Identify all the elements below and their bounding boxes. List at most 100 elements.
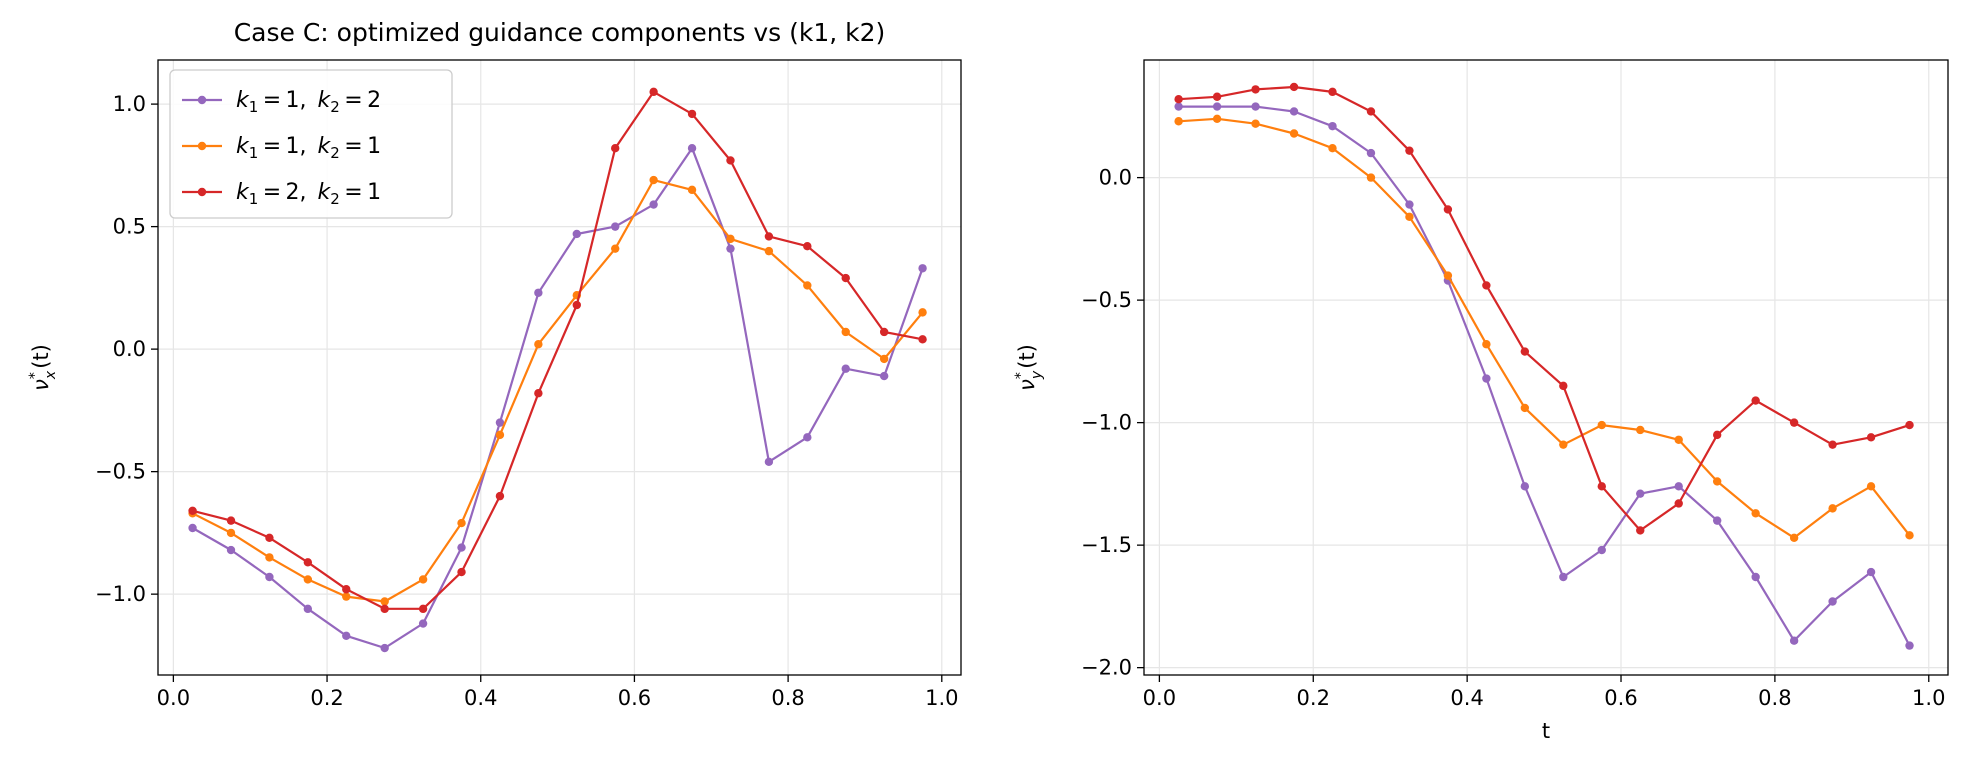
- vx-series-1-point: [265, 553, 274, 562]
- vy-series-1-point: [1905, 531, 1914, 540]
- vy-y-tick-label: 0.0: [1099, 166, 1132, 190]
- vx-series-0-point: [226, 545, 236, 555]
- vy-series-1-point: [1636, 425, 1645, 435]
- vx-series-1-point: [303, 575, 313, 584]
- vx-series-1-point: [457, 518, 466, 528]
- vy-y-tick-label: −1.0: [1081, 411, 1132, 435]
- vy-series-0-point: [1520, 482, 1530, 491]
- vy-x-tick-label: 0.8: [1758, 686, 1791, 710]
- vy-y-tick-label: −0.5: [1081, 288, 1132, 312]
- vy-series-0-point: [1636, 489, 1645, 498]
- vy-series-0-point: [1559, 572, 1568, 582]
- vy-x-tick-label: 0.4: [1450, 686, 1483, 710]
- vx-series-1-point: [879, 354, 889, 364]
- vy-series-1-point: [1674, 435, 1683, 444]
- vy-y-tick-label: −2.0: [1081, 656, 1132, 680]
- vx-series-0-point: [649, 200, 658, 209]
- vx-series-2-point: [764, 232, 774, 241]
- vy-series-2-point: [1212, 92, 1222, 101]
- vx-series-1-point: [495, 430, 505, 440]
- vx-x-tick-label: 0.2: [310, 686, 343, 710]
- vy-x-tick-label: 0.0: [1143, 686, 1176, 710]
- vx-y-tick-label: 0.0: [113, 337, 146, 361]
- vx-y-tick-label: 0.5: [113, 215, 146, 239]
- vy-series-1-point: [1520, 403, 1530, 413]
- legend-box: [169, 69, 453, 219]
- vx-series-2-point: [342, 585, 351, 594]
- vx-series-1-point: [342, 592, 351, 601]
- vy-series-2-point: [1289, 82, 1299, 92]
- vy-series-2-point: [1866, 433, 1876, 442]
- vx-y-axis-label-arg: (t): [29, 344, 53, 369]
- legend: k1 = 1, k2 = 2 k1 = 1, k2 = 1 k1 = 2, k2 =…: [169, 69, 453, 219]
- vy-y-axis-label-base: ν: [1015, 379, 1039, 391]
- vx-series-1: [188, 175, 927, 606]
- vx-series-2-point: [188, 506, 197, 516]
- vy-series-lines: [1174, 82, 1914, 650]
- vx-x-tick-label: 0.0: [157, 686, 190, 710]
- vy-ticks: 0.0 0.2 0.4 0.6 0.8 1.0 −2.0 −1.5 −1.0 −0.5 0.0: [1081, 166, 1945, 710]
- vy-x-tick-label: 1.0: [1912, 686, 1945, 710]
- vy-chart: 0.0 0.2 0.4 0.6 0.8 1.0−2.0−1.5−1.0−0.50.0 t …: [1013, 59, 1949, 743]
- vy-series-1-point: [1443, 271, 1453, 280]
- vx-y-tick-label: 1.0: [113, 92, 146, 116]
- vy-x-axis-label: t: [1542, 719, 1550, 743]
- vx-series-2-point: [726, 156, 735, 165]
- vx-series-1-point: [764, 246, 774, 256]
- vx-series-0-point: [687, 144, 697, 153]
- vx-series-0-point: [418, 619, 428, 628]
- vx-series-lines: [188, 87, 927, 653]
- vy-series-0-point: [1174, 102, 1183, 111]
- vx-series-0-point: [841, 364, 850, 373]
- vy-series-2-point: [1828, 440, 1837, 449]
- vx-series-2-point: [265, 533, 274, 542]
- vx-series-2-point: [649, 87, 658, 97]
- vx-series-1-point: [534, 340, 543, 349]
- vx-x-tick-label: 0.4: [464, 686, 497, 710]
- vx-series-0-point: [918, 264, 927, 273]
- vx-series-0-point: [726, 244, 735, 253]
- vx-series-2-point: [418, 604, 428, 614]
- vy-series-2-point: [1251, 85, 1260, 94]
- vx-series-2-point: [534, 389, 543, 398]
- vy-series-2-point: [1559, 381, 1568, 391]
- vy-series-0-point: [1674, 482, 1683, 491]
- vy-series-1-point: [1828, 504, 1837, 513]
- vy-series-2-point: [1366, 107, 1376, 116]
- vy-series-0-point: [1866, 567, 1876, 577]
- vy-axes-frame: [1143, 59, 1949, 676]
- vx-series-2-point: [226, 516, 236, 525]
- vx-chart: 0.0 0.2 0.4 0.6 0.8 1.0 −1.0 −0.5 0.0 0.5 1.0 Case…: [27, 18, 962, 710]
- legend-label-1: k1 = 1, k2 = 1: [236, 134, 381, 162]
- vy-series-0-point: [1828, 597, 1837, 606]
- vx-series-0-point: [342, 631, 351, 640]
- vx-grid: [158, 60, 961, 675]
- vx-series-2-point: [380, 604, 389, 614]
- vy-series-2-point: [1174, 95, 1183, 104]
- vy-series-0-point: [1712, 516, 1722, 525]
- vx-y-axis-label: ν*x(t): [27, 344, 59, 391]
- vy-series-2-line: [1178, 85, 1910, 532]
- vy-series-1: [1174, 114, 1914, 542]
- vy-series-1-point: [1212, 114, 1222, 124]
- vx-series-2-point: [803, 242, 812, 251]
- vy-series-1-point: [1597, 420, 1606, 430]
- vy-series-2-point: [1674, 499, 1683, 508]
- legend-label-2: k1 = 2, k2 = 1: [236, 180, 381, 208]
- vy-series-2-point: [1905, 420, 1914, 430]
- vy-series-2-point: [1405, 146, 1414, 155]
- vy-series-1-point: [1751, 509, 1760, 518]
- vx-y-axis-label-sup: *: [27, 372, 43, 379]
- vx-x-tick-label: 1.0: [925, 686, 958, 710]
- vx-series-2-point: [841, 273, 850, 283]
- vx-series-2-point: [687, 109, 697, 119]
- vx-series-2-point: [879, 327, 889, 337]
- vy-series-0-point: [1251, 102, 1260, 111]
- legend-entry-2: k1 = 2, k2 = 1: [182, 180, 381, 208]
- vx-series-2: [188, 87, 927, 614]
- vx-series-1-point: [649, 175, 658, 185]
- vy-y-tick-label: −1.5: [1081, 533, 1132, 557]
- vx-series-2-point: [303, 558, 313, 567]
- vx-series-0-point: [611, 222, 620, 231]
- vy-series-2-point: [1328, 87, 1337, 97]
